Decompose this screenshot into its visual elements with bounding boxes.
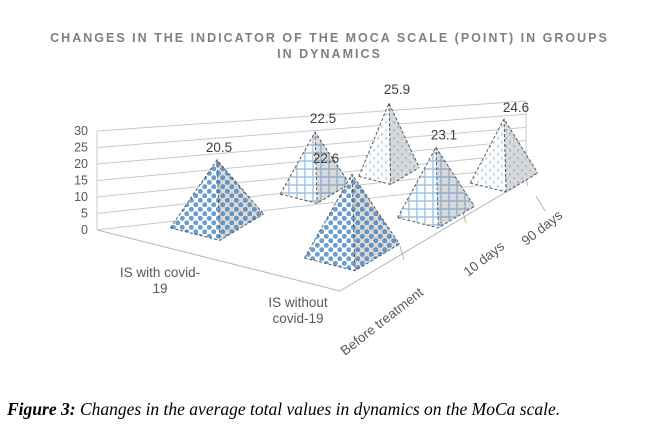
value-label: 22.6 <box>313 151 339 166</box>
pyramid-group1-cat0 <box>304 173 400 272</box>
pyramid-right-face-shade <box>504 119 538 192</box>
pyramid-edges <box>304 173 400 272</box>
figure-caption-label: Figure 3: <box>7 399 76 419</box>
pyramid-right-face-shade <box>436 147 475 228</box>
pyramid-left-face <box>397 147 439 228</box>
group-axis-label: IS with covid- <box>120 265 200 280</box>
pyramid-right-face <box>389 103 420 185</box>
value-axis-labels: 0 5 10 15 20 25 30 <box>74 124 88 237</box>
pyramid-right-face <box>217 159 264 241</box>
pyramid-group0-cat1 <box>279 131 351 204</box>
chart-title-line1: CHANGES IN THE INDICATOR OF THE MOCA SCA… <box>50 31 609 45</box>
pyramid-edges <box>279 131 351 204</box>
pyramid-right-face-shade <box>217 159 264 241</box>
depth-axis-tick <box>399 245 405 261</box>
value-axis-label: 10 <box>74 190 88 204</box>
value-label: 24.6 <box>503 100 529 115</box>
pyramid-left-face <box>170 159 220 241</box>
pyramid-right-face-shade <box>389 103 420 185</box>
pyramid-left-face <box>304 174 355 271</box>
group-axis-label: IS without <box>268 295 328 310</box>
pyramid-right-face-shade <box>315 132 350 204</box>
value-axis-label: 15 <box>74 174 88 188</box>
gridline <box>96 100 527 132</box>
pyramid-right-face <box>436 147 475 228</box>
group-axis-label: covid-19 <box>272 311 323 326</box>
pyramid-left-face <box>470 119 507 192</box>
pyramid-group1-cat1 <box>397 146 475 229</box>
value-label: 22.5 <box>310 111 336 126</box>
depth-axis-tick <box>535 195 546 212</box>
chart-title-line2: IN DYNAMICS <box>277 47 382 61</box>
pyramid-right-face <box>504 119 538 192</box>
pyramid-edges <box>469 117 539 193</box>
pyramid-right-face <box>352 174 400 271</box>
pyramid-right-face <box>315 132 350 204</box>
gridline <box>96 113 527 148</box>
depth-axis-label: Before treatment <box>338 284 427 358</box>
value-axis-label: 20 <box>74 157 88 171</box>
pyramid-left-face <box>358 103 391 185</box>
group-axis-label: 19 <box>152 281 167 296</box>
pyramid-left-face <box>280 132 318 204</box>
value-axis-label: 0 <box>81 223 88 237</box>
value-label: 25.9 <box>384 82 410 97</box>
pyramid-group0-cat0 <box>169 159 264 241</box>
chart-title: CHANGES IN THE INDICATOR OF THE MOCA SCA… <box>0 30 659 62</box>
depth-axis-label: 10 days <box>461 238 508 279</box>
pyramid-edges <box>397 146 475 229</box>
pyramid-group0-cat2 <box>358 101 420 186</box>
value-axis-label: 30 <box>74 124 88 138</box>
figure-caption: Figure 3: Changes in the average total v… <box>7 399 657 420</box>
value-label: 20.5 <box>206 140 232 155</box>
depth-axis-label: 90 days <box>519 207 566 248</box>
figure-caption-text: Changes in the average total values in d… <box>75 399 561 419</box>
value-axis-label: 5 <box>81 207 88 221</box>
pyramid-edges <box>358 101 420 186</box>
value-axis-label: 25 <box>74 141 88 155</box>
pyramid-right-face-shade <box>352 174 400 271</box>
pyramid-group1-cat2 <box>469 117 539 193</box>
pyramid-edges <box>169 159 264 241</box>
value-label: 23.1 <box>431 127 457 142</box>
